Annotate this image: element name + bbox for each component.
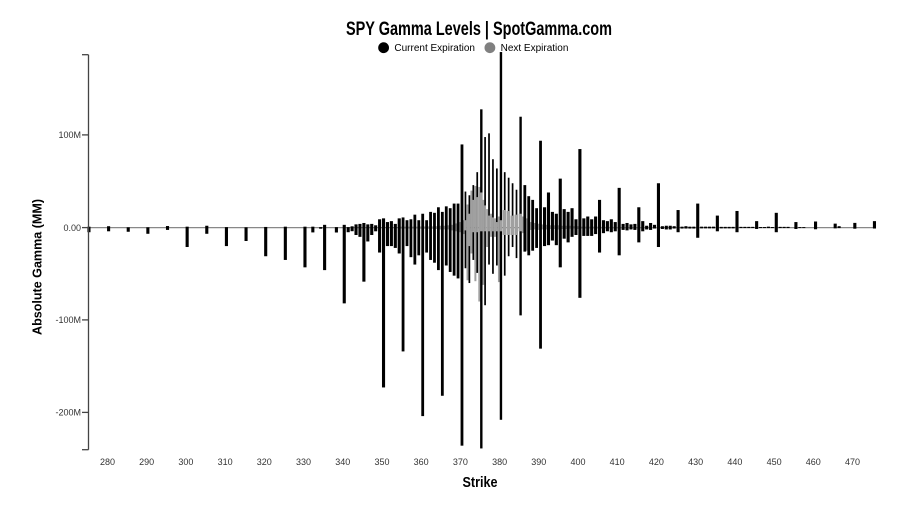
svg-text:370: 370 xyxy=(453,457,468,467)
svg-text:410: 410 xyxy=(610,457,625,467)
svg-text:100M: 100M xyxy=(58,130,81,140)
svg-text:290: 290 xyxy=(139,457,154,467)
svg-text:360: 360 xyxy=(414,457,429,467)
svg-text:Next Expiration: Next Expiration xyxy=(501,43,569,54)
svg-text:380: 380 xyxy=(492,457,507,467)
svg-text:280: 280 xyxy=(100,457,115,467)
svg-text:Absolute Gamma (MM): Absolute Gamma (MM) xyxy=(30,199,45,335)
svg-text:400: 400 xyxy=(570,457,585,467)
svg-text:470: 470 xyxy=(845,457,860,467)
svg-text:460: 460 xyxy=(806,457,821,467)
svg-text:-200M: -200M xyxy=(55,408,81,418)
svg-text:Current Expiration: Current Expiration xyxy=(394,43,475,54)
svg-text:390: 390 xyxy=(531,457,546,467)
svg-text:SPY Gamma Levels | SpotGamma.c: SPY Gamma Levels | SpotGamma.com xyxy=(346,19,612,40)
svg-text:320: 320 xyxy=(257,457,272,467)
svg-text:340: 340 xyxy=(335,457,350,467)
svg-text:-100M: -100M xyxy=(55,315,81,325)
svg-text:0.00: 0.00 xyxy=(63,223,81,233)
svg-text:Strike: Strike xyxy=(463,474,498,491)
svg-text:350: 350 xyxy=(374,457,389,467)
svg-text:300: 300 xyxy=(178,457,193,467)
svg-text:450: 450 xyxy=(767,457,782,467)
svg-text:310: 310 xyxy=(218,457,233,467)
svg-text:330: 330 xyxy=(296,457,311,467)
svg-text:420: 420 xyxy=(649,457,664,467)
svg-text:430: 430 xyxy=(688,457,703,467)
svg-text:440: 440 xyxy=(727,457,742,467)
